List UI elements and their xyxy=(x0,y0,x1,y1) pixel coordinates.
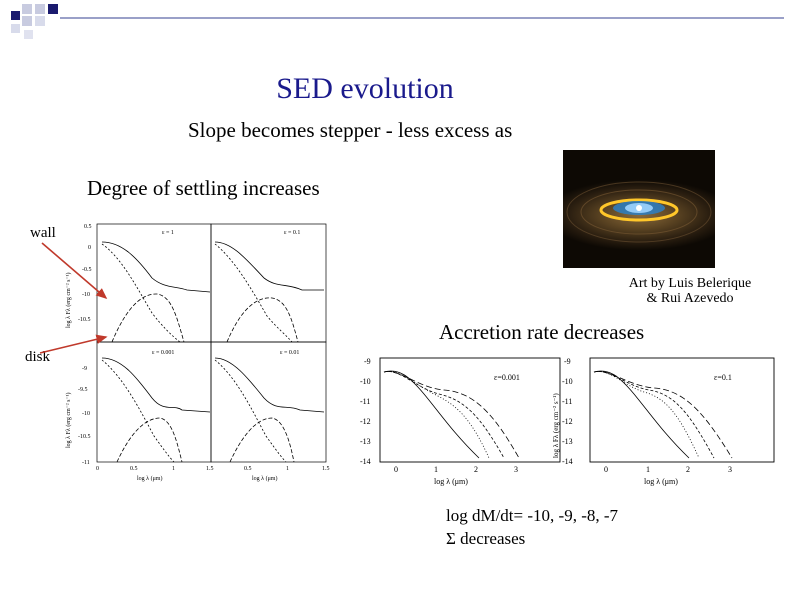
disk-label: disk xyxy=(25,349,51,365)
y-tick-label: -10 xyxy=(82,292,90,298)
art-credit-line-1: Art by Luis Belerique xyxy=(628,276,752,291)
x-tick-label: 1 xyxy=(434,465,438,474)
y-tick-label: -10 xyxy=(82,411,90,417)
x-tick-label: 1 xyxy=(172,466,175,472)
y-axis-label: log λ Fλ (erg cm⁻² s⁻¹) xyxy=(65,393,72,448)
panel-frame xyxy=(379,357,561,463)
y-tick-label: 0 xyxy=(88,245,91,251)
x-tick-label: 1 xyxy=(646,465,650,474)
y-tick-label: -10.5 xyxy=(78,317,91,323)
settling-line-2: Degree of settling increases xyxy=(87,176,320,200)
accretion-sed-figure: -9 -10 -11 -12 -13 -14 -9 -10 -11 -12 -1… xyxy=(360,357,775,486)
y-tick-label: -12 xyxy=(360,417,371,426)
corner-square xyxy=(35,4,45,14)
panel-label: ε = 0.1 xyxy=(284,230,300,236)
sed-curve-wall xyxy=(229,417,295,463)
art-credit-line-2: & Rui Azevedo xyxy=(646,291,734,306)
panel-frame xyxy=(210,341,327,463)
y-tick-label: -14 xyxy=(360,457,371,466)
y-tick-label: -9.5 xyxy=(78,387,88,393)
y-tick-label: -12 xyxy=(562,417,573,426)
accretion-heading: Accretion rate decreases xyxy=(439,320,645,344)
sed-curve-total xyxy=(214,357,325,413)
x-tick-label: 1 xyxy=(286,466,289,472)
corner-square xyxy=(48,4,58,14)
corner-square xyxy=(22,4,32,14)
panel-label: ε=0.1 xyxy=(714,373,732,382)
y-tick-label: -11 xyxy=(82,460,90,466)
y-tick-label: -0.5 xyxy=(82,267,92,273)
sed-curve xyxy=(383,370,490,459)
x-tick-label: 2 xyxy=(686,465,690,474)
sed-curve xyxy=(593,370,690,459)
corner-square xyxy=(11,11,20,20)
y-tick-label: -10.5 xyxy=(78,434,91,440)
x-tick-label: 0 xyxy=(96,466,99,472)
x-axis-label: log λ (μm) xyxy=(252,475,277,482)
sed-curve xyxy=(593,371,700,459)
sed-curve-disk xyxy=(101,243,181,343)
sed-curve-wall xyxy=(226,297,299,343)
y-tick-label: -10 xyxy=(562,377,573,386)
corner-square xyxy=(22,16,32,26)
sed-curve-wall xyxy=(111,293,185,343)
sed-curve-wall xyxy=(116,417,183,463)
corner-square xyxy=(24,30,33,39)
panel-label: ε = 0.01 xyxy=(280,350,299,356)
x-tick-label: 0 xyxy=(394,465,398,474)
wall-arrow xyxy=(41,242,108,300)
x-tick-label: 0 xyxy=(604,465,608,474)
panel-label: ε = 0.001 xyxy=(152,350,174,356)
panel-label: ε = 1 xyxy=(162,230,174,236)
sed-curve-disk xyxy=(214,359,287,463)
sed-curve xyxy=(593,371,733,459)
sed-curve xyxy=(383,370,480,459)
y-tick-label: -10 xyxy=(360,377,371,386)
y-axis-label: log λ Fλ (erg cm⁻² s⁻¹) xyxy=(552,393,560,458)
y-tick-label: -11 xyxy=(360,397,370,406)
panel-frame xyxy=(589,357,775,463)
disk-arrow xyxy=(39,334,108,354)
x-axis-label: log λ (μm) xyxy=(644,477,678,486)
y-tick-label: -9 xyxy=(82,366,87,372)
settling-sed-figure: 0.5 0 -0.5 -10 -10.5 -9 -9.5 -10 -10.5 -… xyxy=(65,223,330,482)
sed-curve xyxy=(383,371,520,459)
sed-curve-disk xyxy=(214,243,293,343)
corner-square xyxy=(35,16,45,26)
sed-curve-total xyxy=(214,241,324,291)
y-tick-label: -9 xyxy=(564,357,571,366)
y-tick-label: -14 xyxy=(562,457,573,466)
sed-curve-total xyxy=(101,357,211,413)
y-tick-label: -13 xyxy=(360,437,371,446)
sigma-line: Σ decreases xyxy=(446,529,526,548)
x-tick-label: 0.5 xyxy=(244,466,252,472)
disk-artwork-image xyxy=(563,150,715,268)
settling-line: Slope becomes stepper - less excess as xyxy=(188,118,513,142)
x-tick-label: 2 xyxy=(474,465,478,474)
x-axis-label: log λ (μm) xyxy=(434,477,468,486)
accretion-rates: log dM/dt= -10, -9, -8, -7 xyxy=(446,506,619,525)
y-tick-label: -13 xyxy=(562,437,573,446)
x-tick-label: 1.5 xyxy=(322,466,330,472)
x-tick-label: 0.5 xyxy=(130,466,138,472)
y-tick-label: -9 xyxy=(364,357,371,366)
header-rule xyxy=(60,17,784,19)
y-tick-label: -11 xyxy=(562,397,572,406)
panel-label: ε=0.001 xyxy=(494,373,520,382)
x-tick-label: 3 xyxy=(514,465,518,474)
y-axis-label: log λ Fλ (erg cm⁻² s⁻¹) xyxy=(65,273,72,328)
wall-label: wall xyxy=(30,225,56,241)
corner-square xyxy=(11,24,20,33)
sed-curve-total xyxy=(101,241,211,293)
sed-curve xyxy=(593,371,715,459)
x-tick-label: 1.5 xyxy=(206,466,214,472)
slide-title: SED evolution xyxy=(276,72,454,105)
sed-curve xyxy=(383,371,505,459)
x-axis-label: log λ (μm) xyxy=(137,475,162,482)
sed-curve-disk xyxy=(101,359,175,463)
art-credit: Art by Luis Belerique & Rui Azevedo xyxy=(610,276,770,306)
x-tick-label: 3 xyxy=(728,465,732,474)
y-tick-label: 0.5 xyxy=(84,224,92,230)
